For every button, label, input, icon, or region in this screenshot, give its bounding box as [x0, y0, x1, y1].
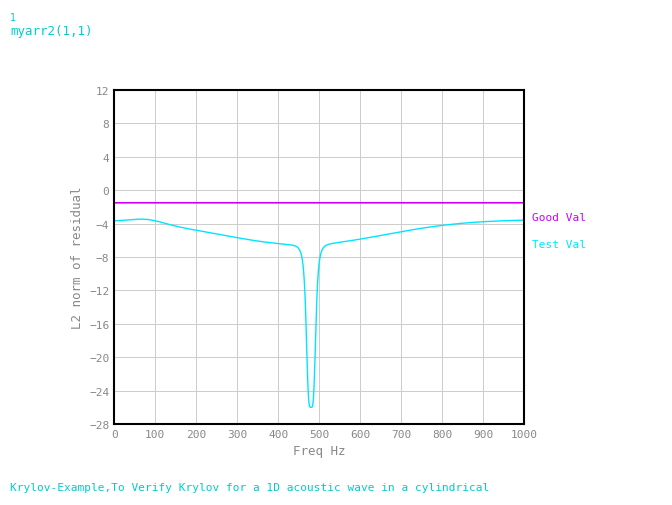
X-axis label: Freq Hz: Freq Hz	[293, 444, 345, 458]
Text: Test Val: Test Val	[532, 239, 587, 249]
Text: Good Val: Good Val	[532, 213, 587, 223]
Text: 1: 1	[10, 13, 16, 23]
Text: Krylov-Example,To Verify Krylov for a 1D acoustic wave in a cylindrical: Krylov-Example,To Verify Krylov for a 1D…	[10, 482, 489, 492]
Y-axis label: L2 norm of residual: L2 norm of residual	[71, 186, 83, 329]
Text: myarr2(1,1): myarr2(1,1)	[10, 25, 93, 38]
